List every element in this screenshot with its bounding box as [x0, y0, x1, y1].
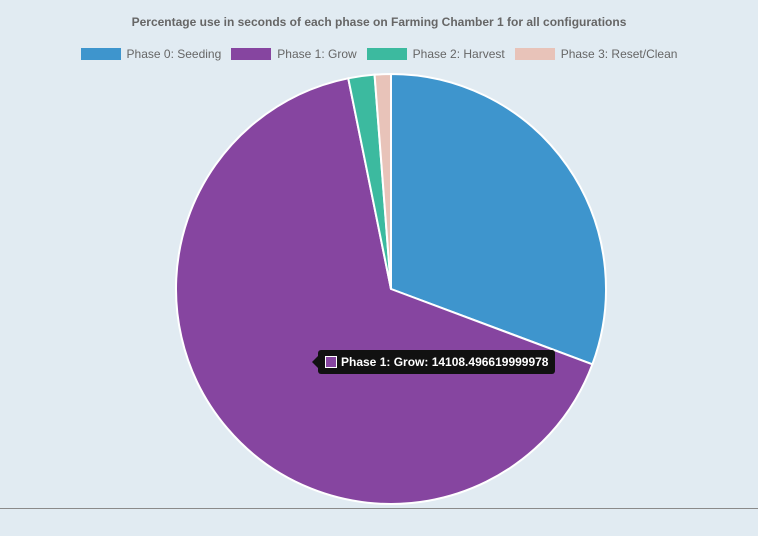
- legend-label-harvest: Phase 2: Harvest: [412, 47, 505, 61]
- legend: Phase 0: Seeding Phase 1: Grow Phase 2: …: [0, 47, 758, 61]
- pie-slice-reset-clean[interactable]: [373, 72, 392, 290]
- legend-item-reset-clean[interactable]: Phase 3: Reset/Clean: [514, 47, 678, 61]
- tooltip: Phase 1: Grow: 14108.496619999978: [311, 350, 556, 374]
- legend-item-grow[interactable]: Phase 1: Grow: [231, 47, 357, 61]
- legend-label-seeding: Phase 0: Seeding: [126, 47, 222, 61]
- legend-item-seeding[interactable]: Phase 0: Seeding: [80, 47, 222, 61]
- legend-item-harvest[interactable]: Phase 2: Harvest: [366, 47, 505, 61]
- chart-container: Percentage use in seconds of each phase …: [0, 15, 758, 505]
- legend-swatch-reset-clean: [514, 48, 555, 60]
- tooltip-swatch: [325, 356, 337, 368]
- tooltip-text: Phase 1: Grow: 14108.496619999978: [341, 355, 549, 369]
- bottom-divider: [0, 508, 758, 509]
- chart-title: Percentage use in seconds of each phase …: [131, 15, 627, 29]
- pie-chart: [175, 72, 607, 505]
- pie-slice-seeding[interactable]: [390, 72, 607, 366]
- legend-swatch-harvest: [366, 48, 407, 60]
- pie-slice-grow[interactable]: [175, 77, 594, 505]
- legend-label-grow: Phase 1: Grow: [277, 47, 357, 61]
- legend-label-reset-clean: Phase 3: Reset/Clean: [560, 47, 678, 61]
- legend-swatch-seeding: [80, 48, 121, 60]
- legend-swatch-grow: [231, 48, 272, 60]
